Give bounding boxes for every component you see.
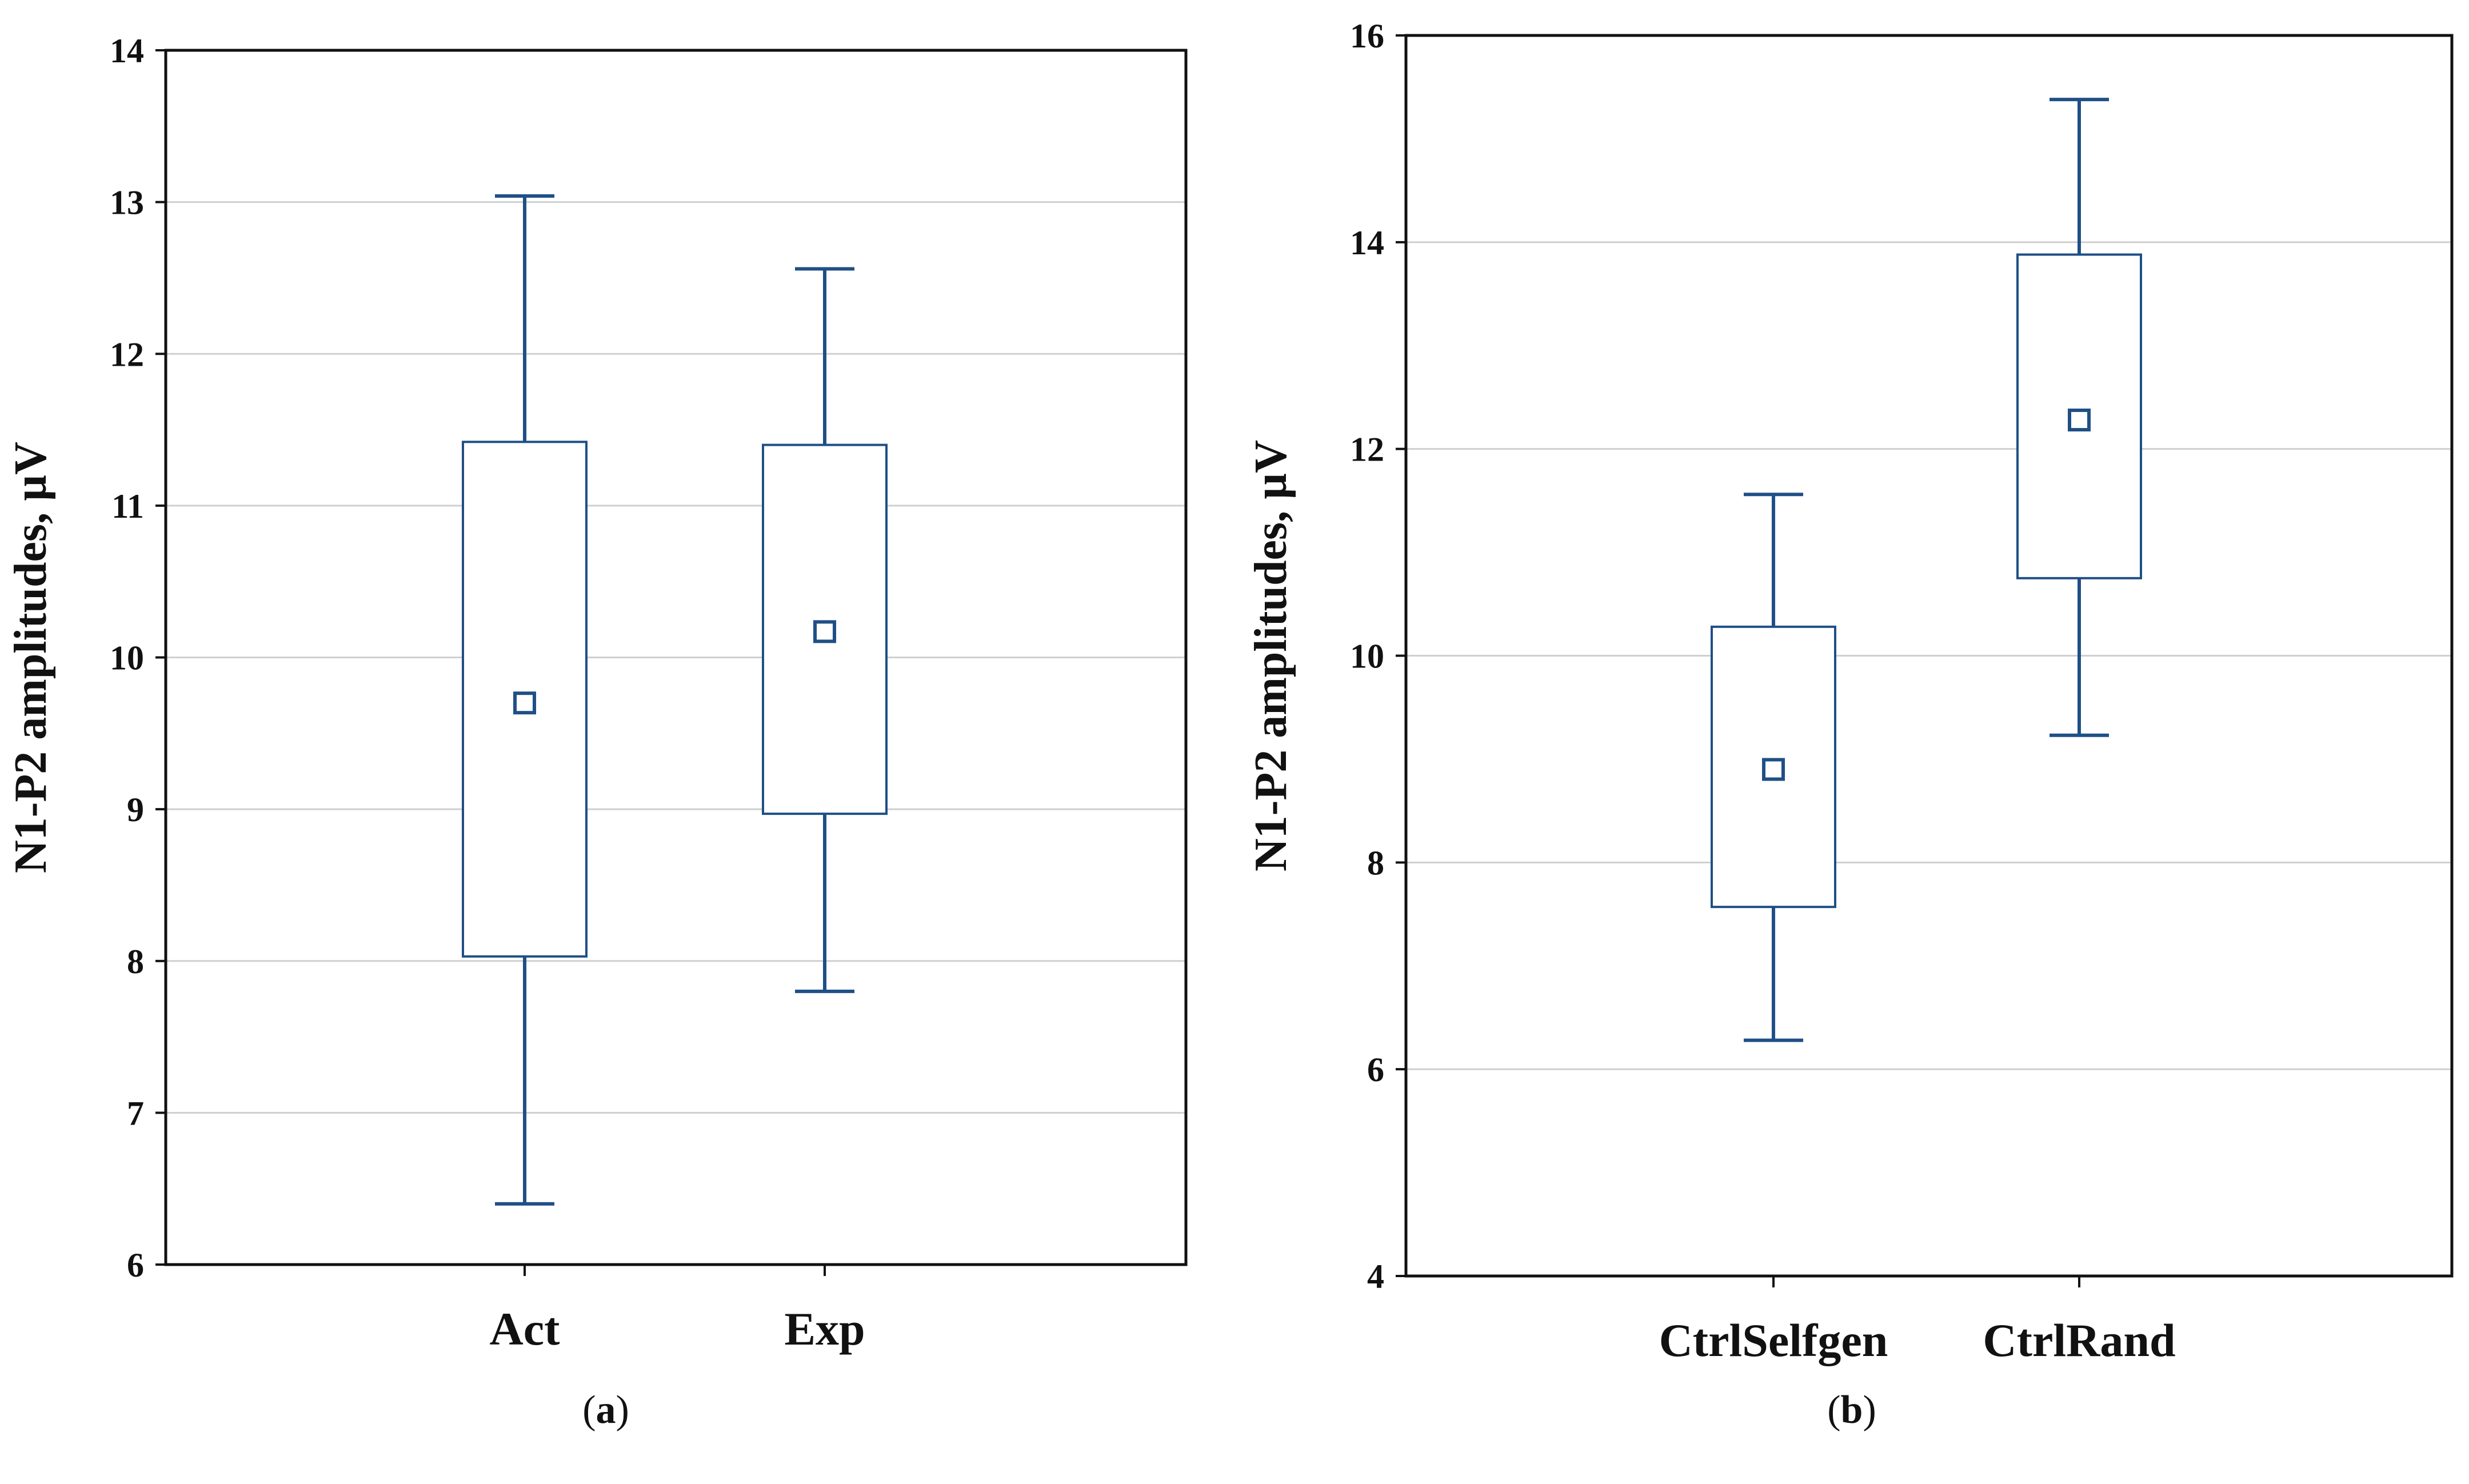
panel-b-gridlines <box>1406 241 2452 1070</box>
panel-b-y-tick-label: 8 <box>1367 844 1384 882</box>
panel-b-category-label: CtrlRand <box>1983 1314 2175 1366</box>
panel-b-y-tick-label: 4 <box>1367 1258 1384 1295</box>
panel-a-y-ticks: 6 7 8 9 10 11 12 13 14 <box>110 32 166 1284</box>
panel-b-caption: (b) <box>1827 1388 1876 1432</box>
panel-a-y-tick-label: 10 <box>110 639 144 677</box>
panel-a-gridlines <box>166 201 1186 1114</box>
panel-a-category-label: Exp <box>784 1303 865 1355</box>
panel-a-y-tick-label: 9 <box>127 791 144 829</box>
panel-b-y-tick-label: 6 <box>1367 1051 1384 1089</box>
panel-b-caption-letter: b <box>1841 1388 1863 1432</box>
center-marker <box>2068 409 2091 432</box>
panel-a-y-tick-label: 13 <box>110 184 144 222</box>
panel-b-x-ticks: CtrlSelfgen CtrlRand <box>1659 1276 2176 1366</box>
panel-b-y-axis-label: N1-P2 amplitudes, µV <box>1246 440 1296 871</box>
panel-b-y-tick-label: 16 <box>1350 17 1384 55</box>
panel-a-y-tick-label: 7 <box>127 1094 144 1132</box>
center-marker <box>513 691 536 715</box>
panel-b-box-ctrlselfgen <box>1711 493 1836 1042</box>
panel-a-caption-letter: a <box>596 1388 616 1432</box>
panel-b-y-tick-label: 12 <box>1350 431 1384 469</box>
panel-a-y-tick-label: 8 <box>127 943 144 981</box>
panel-b-y-ticks: 4 6 8 10 12 14 16 <box>1350 17 1406 1295</box>
panel-a-y-tick-label: 11 <box>111 487 144 525</box>
panel-a-boxes <box>462 194 888 1206</box>
panel-a-y-axis-label: N1-P2 amplitudes, µV <box>6 442 56 873</box>
panel-a-y-tick-label: 6 <box>127 1246 144 1284</box>
panel-b-box-ctrlrand <box>2016 98 2142 737</box>
panel-b-y-tick-label: 10 <box>1350 638 1384 675</box>
panel-a-box-exp <box>762 267 888 993</box>
panel-b: 4 6 8 10 12 14 16 CtrlSelfgen CtrlRand N1-P2 am… <box>1246 17 2454 1432</box>
panel-a-y-tick-label: 14 <box>110 32 144 70</box>
panel-a-category-label: Act <box>490 1303 560 1355</box>
panel-b-boxes <box>1711 98 2142 1042</box>
panel-a-box-act <box>462 194 588 1206</box>
panel-b-y-tick-label: 14 <box>1350 224 1384 262</box>
center-marker <box>813 620 836 643</box>
panel-b-category-label: CtrlSelfgen <box>1659 1314 1888 1366</box>
panel-a-y-tick-label: 12 <box>110 335 144 373</box>
panel-a: 6 7 8 9 10 11 12 13 14 Act Exp N1-P2 amplitudes, … <box>6 32 1188 1432</box>
panel-a-x-ticks: Act Exp <box>490 1265 865 1355</box>
panel-a-caption: (a) <box>582 1388 629 1432</box>
center-marker <box>1762 758 1785 781</box>
